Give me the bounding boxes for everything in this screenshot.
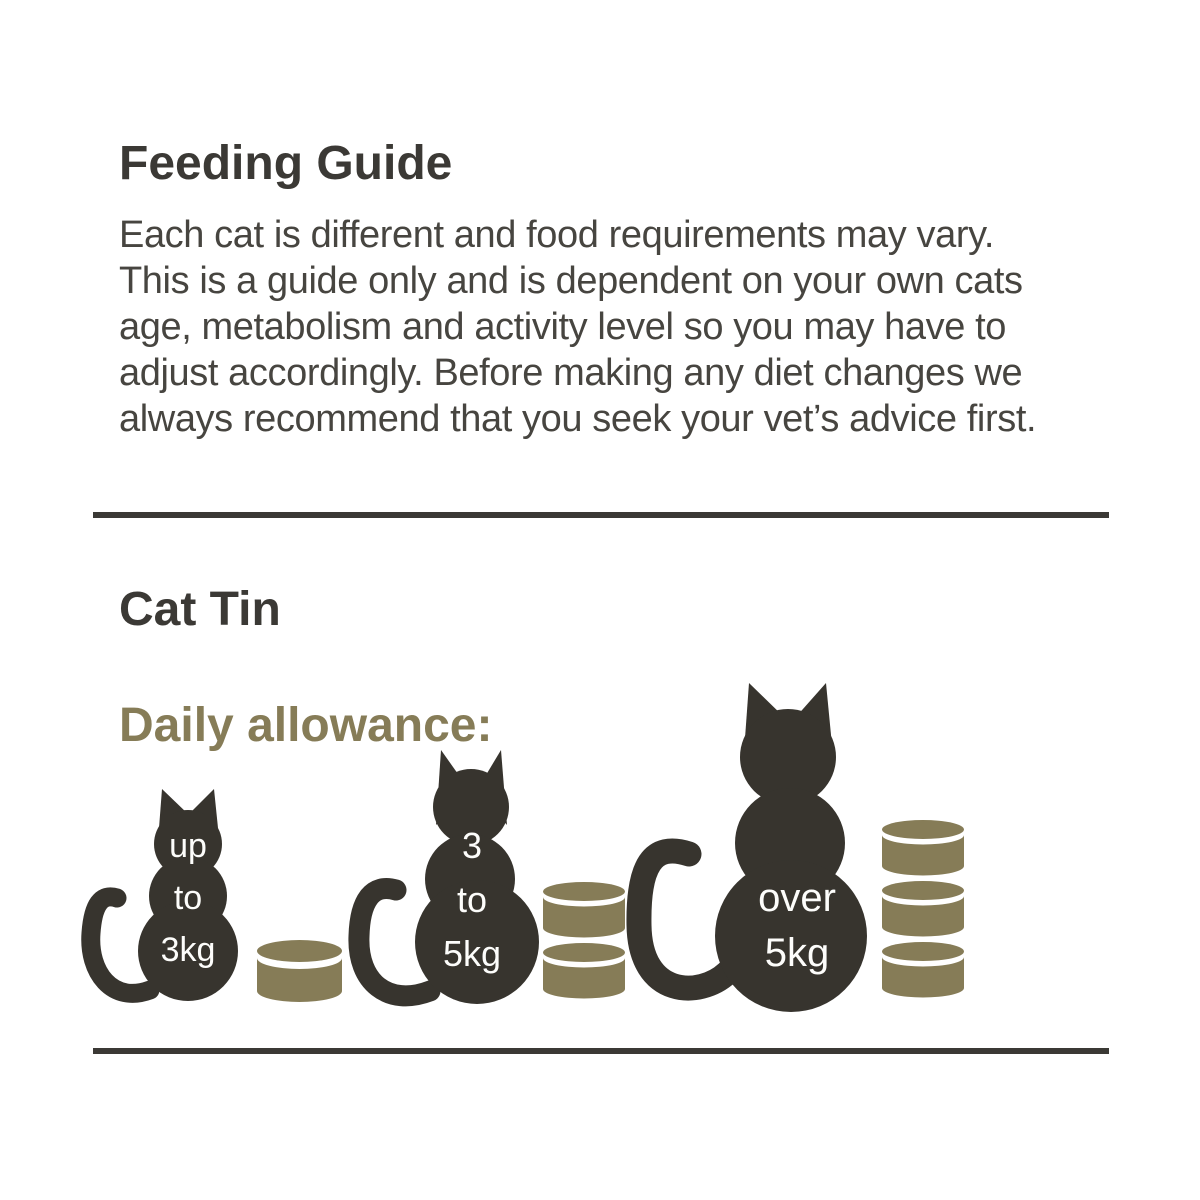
- tin-body: [543, 958, 625, 999]
- page-title: Feeding Guide: [119, 137, 453, 190]
- description-line: Each cat is different and food requireme…: [119, 214, 995, 256]
- tin-lid: [543, 943, 625, 962]
- weight-label-line: 5kg: [443, 933, 501, 974]
- tin-stack-large: [882, 820, 964, 998]
- cat-body: [138, 901, 238, 1001]
- cat-icon-small: up to 3kg: [81, 789, 238, 1003]
- tin-body: [257, 958, 342, 1002]
- tin-lid: [882, 881, 964, 900]
- weight-label-line: 5kg: [765, 931, 830, 975]
- cat-body: [415, 880, 539, 1004]
- cat-icon-large: over 5kg: [626, 683, 867, 1012]
- tin-lid: [882, 942, 964, 961]
- weight-label-line: over: [758, 876, 836, 920]
- feeding-guide-description: Each cat is different and food requireme…: [119, 212, 1037, 442]
- tin-icon: [543, 882, 625, 938]
- weight-label-line: 3: [462, 825, 482, 866]
- cat-ear-icon: [189, 789, 218, 828]
- weight-label-line: 3kg: [161, 931, 216, 969]
- tin-icon: [882, 820, 964, 876]
- tin-body: [882, 835, 964, 876]
- cat-head: [740, 709, 836, 805]
- description-line: age, metabolism and activity level so yo…: [119, 306, 1007, 348]
- tin-lid: [257, 940, 342, 962]
- tin-stack-small: [257, 940, 342, 1002]
- description-line: always recommend that you seek your vet’…: [119, 398, 1037, 440]
- weight-label-line: up: [169, 827, 207, 865]
- cat-tail: [348, 878, 441, 1007]
- cat-body: [715, 860, 867, 1012]
- description-line: adjust accordingly. Before making any di…: [119, 352, 1023, 394]
- cat-tail: [81, 887, 160, 1003]
- description-line: This is a guide only and is dependent on…: [119, 260, 1023, 302]
- tin-lid: [882, 820, 964, 839]
- tin-lid: [543, 882, 625, 901]
- tin-icon: [882, 942, 964, 998]
- tin-body: [882, 957, 964, 998]
- cat-icon-medium: 3 to 5kg: [348, 750, 539, 1007]
- tin-body: [543, 897, 625, 938]
- tin-stack-medium: [543, 882, 625, 999]
- tin-icon: [257, 940, 342, 1002]
- product-name: Cat Tin: [119, 583, 281, 636]
- tin-icon: [882, 881, 964, 937]
- weight-label-line: to: [174, 879, 202, 917]
- cat-head: [433, 769, 509, 845]
- section-divider-bottom: [93, 1048, 1109, 1054]
- cat-tail: [626, 838, 740, 1001]
- section-divider-top: [93, 512, 1109, 518]
- daily-allowance-label: Daily allowance:: [119, 699, 493, 752]
- tin-icon: [543, 943, 625, 999]
- tin-body: [882, 896, 964, 937]
- weight-label-line: to: [457, 879, 487, 920]
